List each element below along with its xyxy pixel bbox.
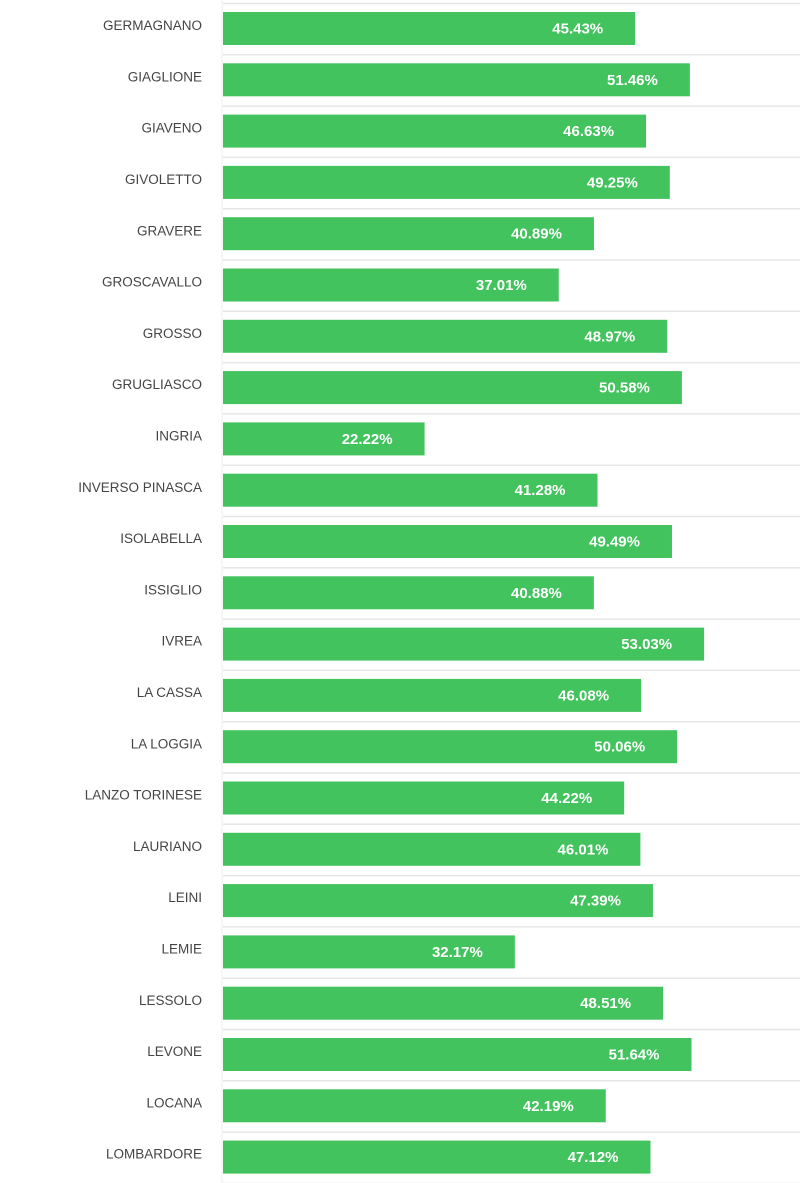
bar (223, 473, 598, 507)
bar (223, 165, 670, 199)
value-label: 51.64% (609, 1046, 660, 1063)
category-label: LEVONE (147, 1044, 202, 1059)
value-label: 44.22% (541, 790, 592, 807)
bar (223, 319, 668, 353)
category-label: INGRIA (155, 428, 202, 443)
category-label: LAURIANO (133, 839, 202, 854)
bar (223, 12, 636, 45)
bar (223, 1089, 606, 1123)
value-label: 49.49% (589, 533, 640, 550)
bar (223, 1038, 692, 1071)
bar (223, 525, 672, 558)
category-label: LA CASSA (137, 685, 202, 700)
category-label: ISSIGLIO (144, 582, 202, 597)
value-label: 50.58% (599, 380, 650, 397)
bar (223, 730, 678, 764)
value-label: 42.19% (523, 1098, 574, 1115)
value-label: 47.12% (568, 1149, 619, 1166)
bar (223, 781, 625, 815)
value-label: 47.39% (570, 893, 621, 910)
bar (223, 114, 647, 148)
value-label: 48.51% (580, 995, 631, 1012)
bar (223, 627, 705, 661)
bar (223, 576, 594, 610)
category-label: LANZO TORINESE (85, 788, 202, 803)
value-label: 41.28% (515, 482, 566, 499)
category-label: ISOLABELLA (120, 531, 202, 546)
category-label: LOMBARDORE (106, 1147, 202, 1162)
bar (223, 832, 641, 866)
category-label: GRAVERE (137, 223, 202, 238)
value-label: 32.17% (432, 944, 483, 961)
value-label: 45.43% (552, 20, 603, 37)
category-label: INVERSO PINASCA (78, 480, 202, 495)
value-label: 51.46% (607, 72, 658, 89)
bar (223, 678, 642, 712)
category-label: GIVOLETTO (125, 172, 202, 187)
value-label: 48.97% (584, 328, 635, 345)
bar (223, 422, 425, 456)
value-label: 46.01% (558, 841, 609, 858)
value-label: 46.08% (558, 687, 609, 704)
value-label: 46.63% (563, 123, 614, 140)
bar (223, 884, 653, 918)
value-label: 22.22% (342, 431, 393, 448)
category-label: LEMIE (161, 941, 202, 956)
bar (223, 935, 515, 969)
bar (223, 1140, 651, 1174)
category-label: LEINI (168, 890, 202, 905)
bar (223, 371, 682, 405)
value-label: 53.03% (621, 636, 672, 653)
category-label: GERMAGNANO (103, 18, 202, 33)
value-label: 40.89% (511, 226, 562, 243)
category-label: GROSSO (143, 326, 202, 341)
category-label: LESSOLO (139, 993, 202, 1008)
bar (223, 986, 664, 1020)
category-label: GRUGLIASCO (112, 377, 202, 392)
value-label: 37.01% (476, 277, 527, 294)
category-label: GIAVENO (141, 121, 202, 136)
value-label: 49.25% (587, 174, 638, 191)
category-label: LOCANA (146, 1095, 202, 1110)
bar (223, 268, 559, 302)
category-label: GROSCAVALLO (102, 275, 202, 290)
value-label: 40.88% (511, 585, 562, 602)
category-label: IVREA (161, 634, 202, 649)
bar (223, 63, 690, 97)
bar (223, 217, 594, 251)
value-label: 50.06% (594, 739, 645, 756)
category-label: LA LOGGIA (131, 736, 202, 751)
category-label: GIAGLIONE (128, 69, 202, 84)
